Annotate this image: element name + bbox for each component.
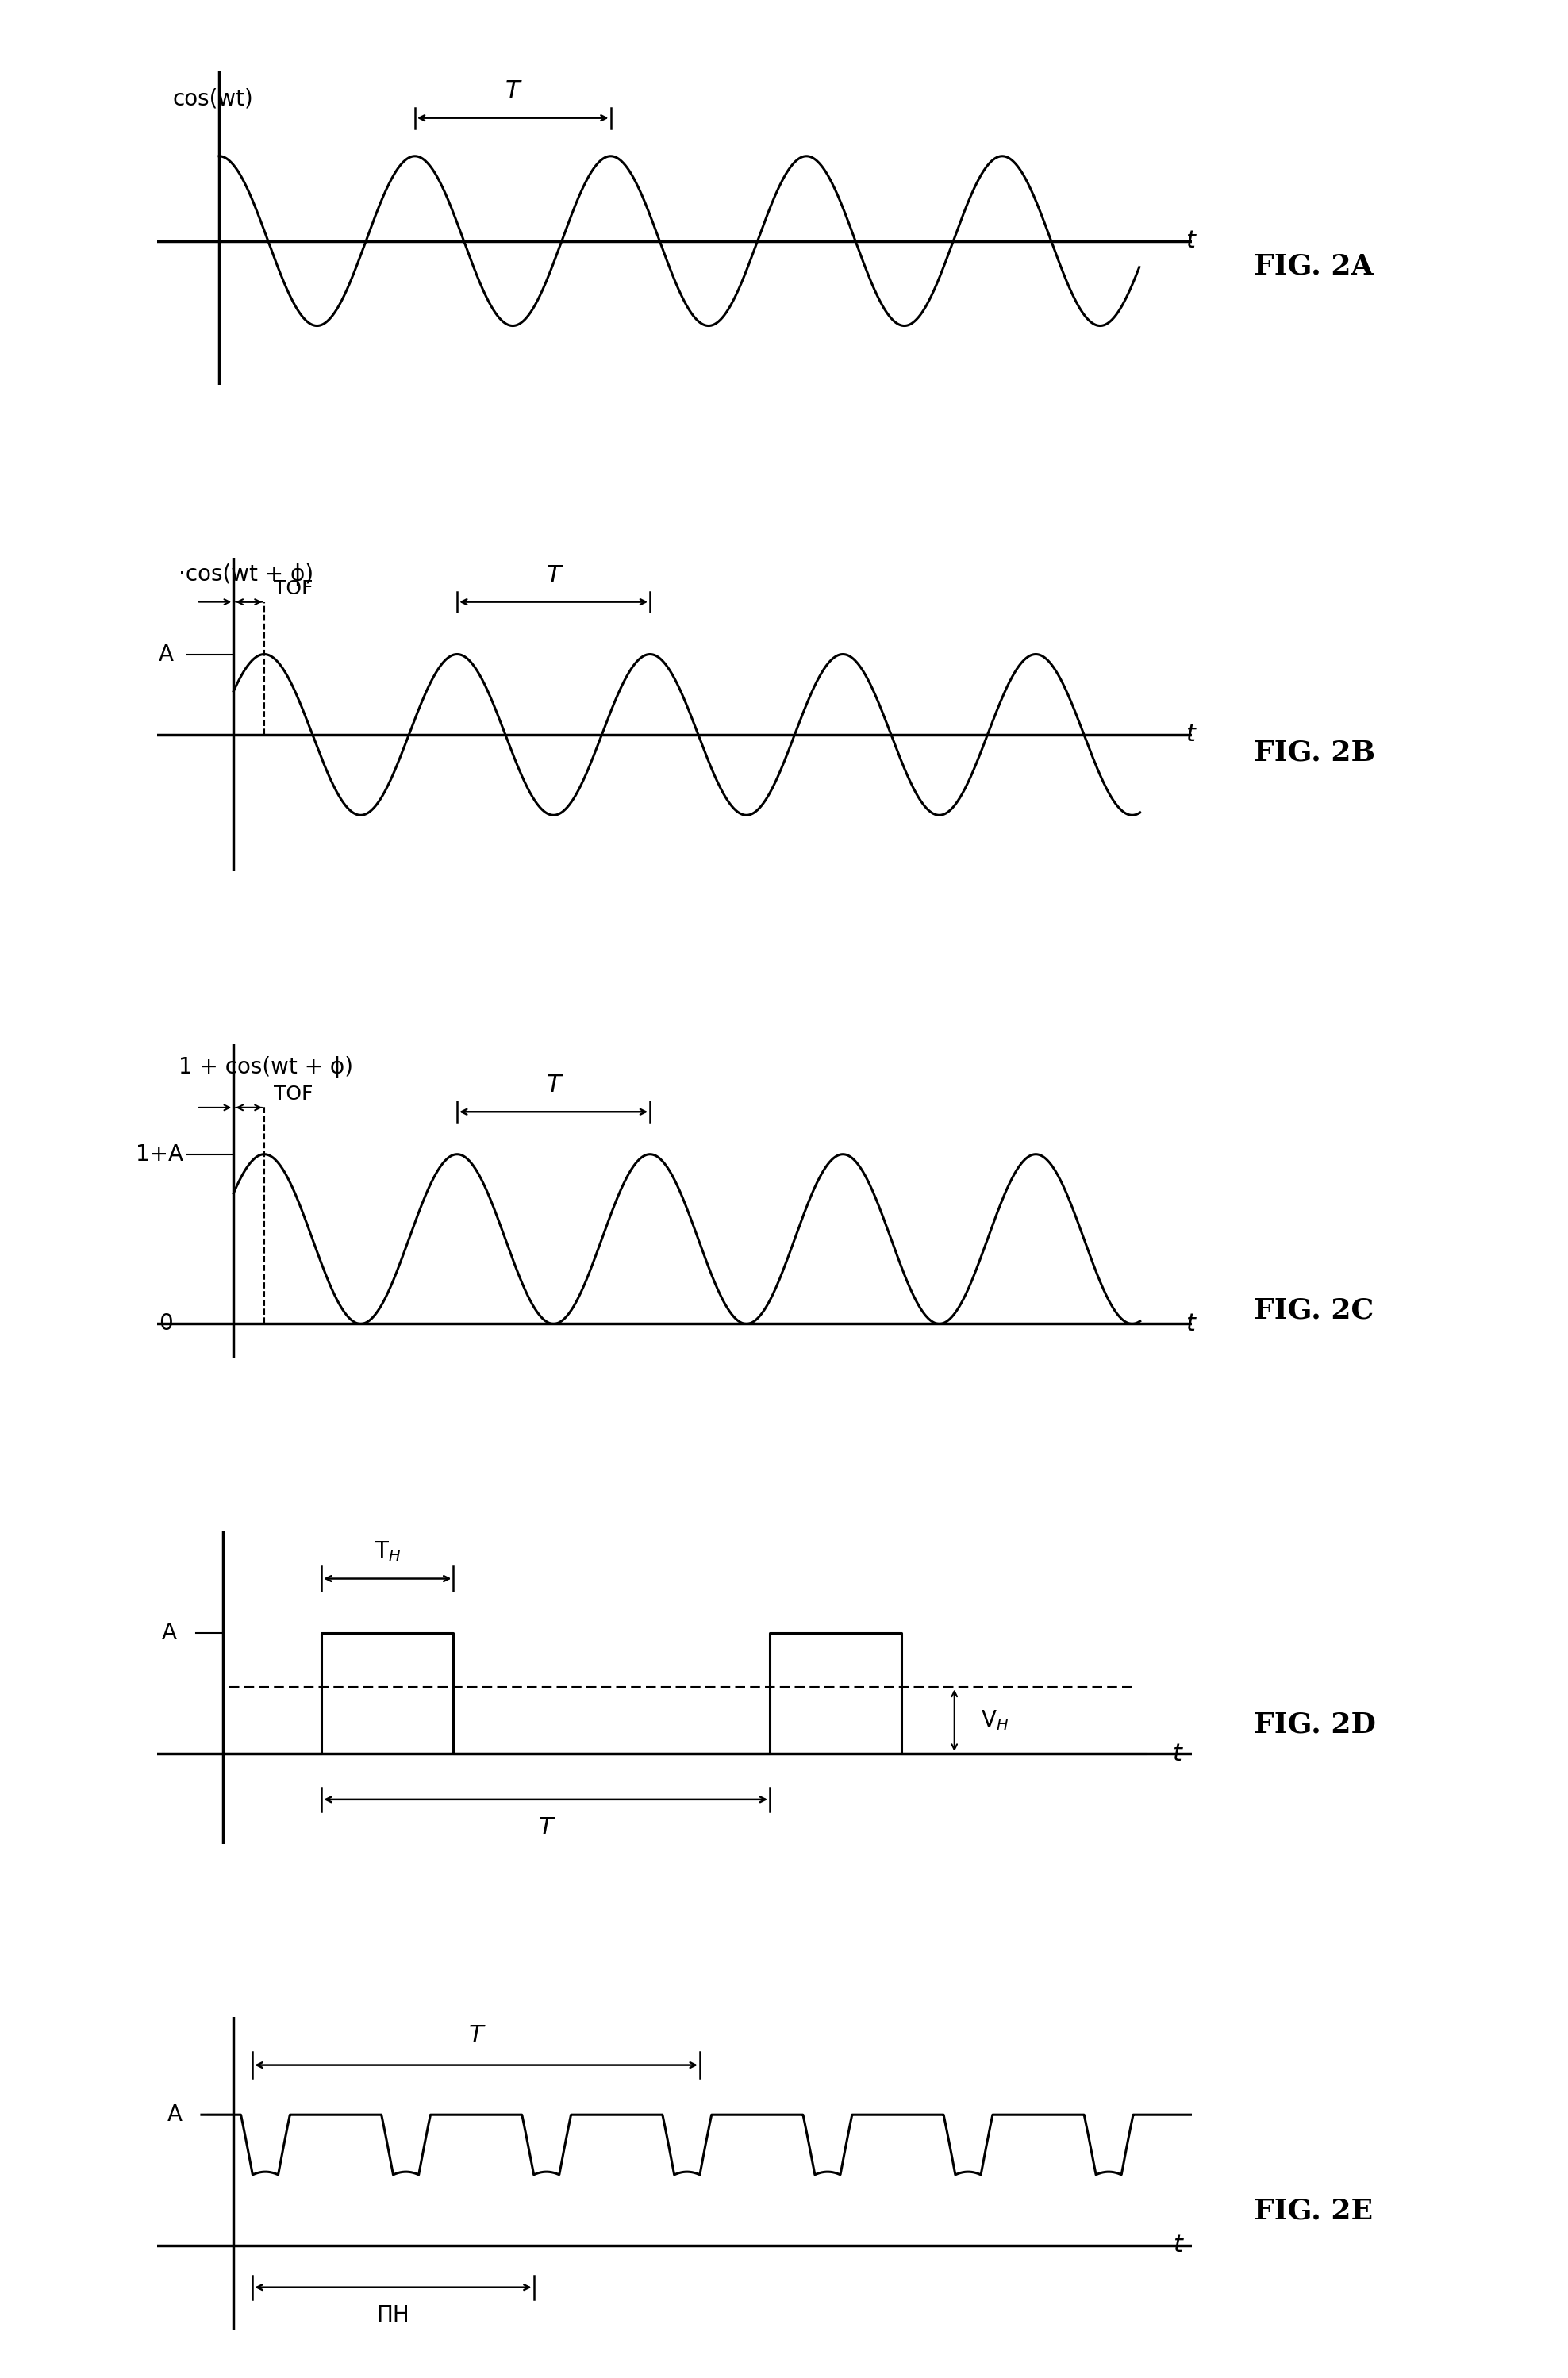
Text: TOF: TOF: [273, 578, 312, 597]
Text: FIG. 2E: FIG. 2E: [1254, 2197, 1374, 2226]
Text: 1+A: 1+A: [136, 1144, 183, 1165]
Text: V$_H$: V$_H$: [980, 1707, 1008, 1731]
Text: A: A: [158, 642, 174, 666]
Text: FIG. 2C: FIG. 2C: [1254, 1298, 1374, 1325]
Text: FIG. 2B: FIG. 2B: [1254, 740, 1375, 766]
Text: ΠH: ΠH: [376, 2304, 409, 2326]
Text: cos(wt): cos(wt): [172, 88, 252, 109]
Text: 1 + cos(wt + ϕ): 1 + cos(wt + ϕ): [179, 1056, 353, 1077]
Text: t: t: [1185, 723, 1195, 747]
Text: 0: 0: [158, 1313, 172, 1334]
Text: FIG. 2D: FIG. 2D: [1254, 1712, 1375, 1738]
Text: ·cos(wt + ϕ): ·cos(wt + ϕ): [179, 564, 314, 585]
Text: T: T: [469, 2024, 483, 2047]
Text: t: t: [1185, 1313, 1195, 1336]
Text: A: A: [162, 1622, 177, 1643]
Text: FIG. 2A: FIG. 2A: [1254, 252, 1374, 278]
Text: T: T: [546, 564, 561, 587]
Text: T$_H$: T$_H$: [375, 1539, 401, 1562]
Text: t: t: [1185, 228, 1195, 252]
Text: T: T: [538, 1817, 554, 1838]
Text: T: T: [546, 1072, 561, 1096]
Text: TOF: TOF: [273, 1084, 312, 1103]
Text: t: t: [1171, 1743, 1181, 1764]
Text: t: t: [1173, 2233, 1182, 2257]
Text: T: T: [505, 81, 521, 102]
Text: A: A: [168, 2105, 182, 2126]
